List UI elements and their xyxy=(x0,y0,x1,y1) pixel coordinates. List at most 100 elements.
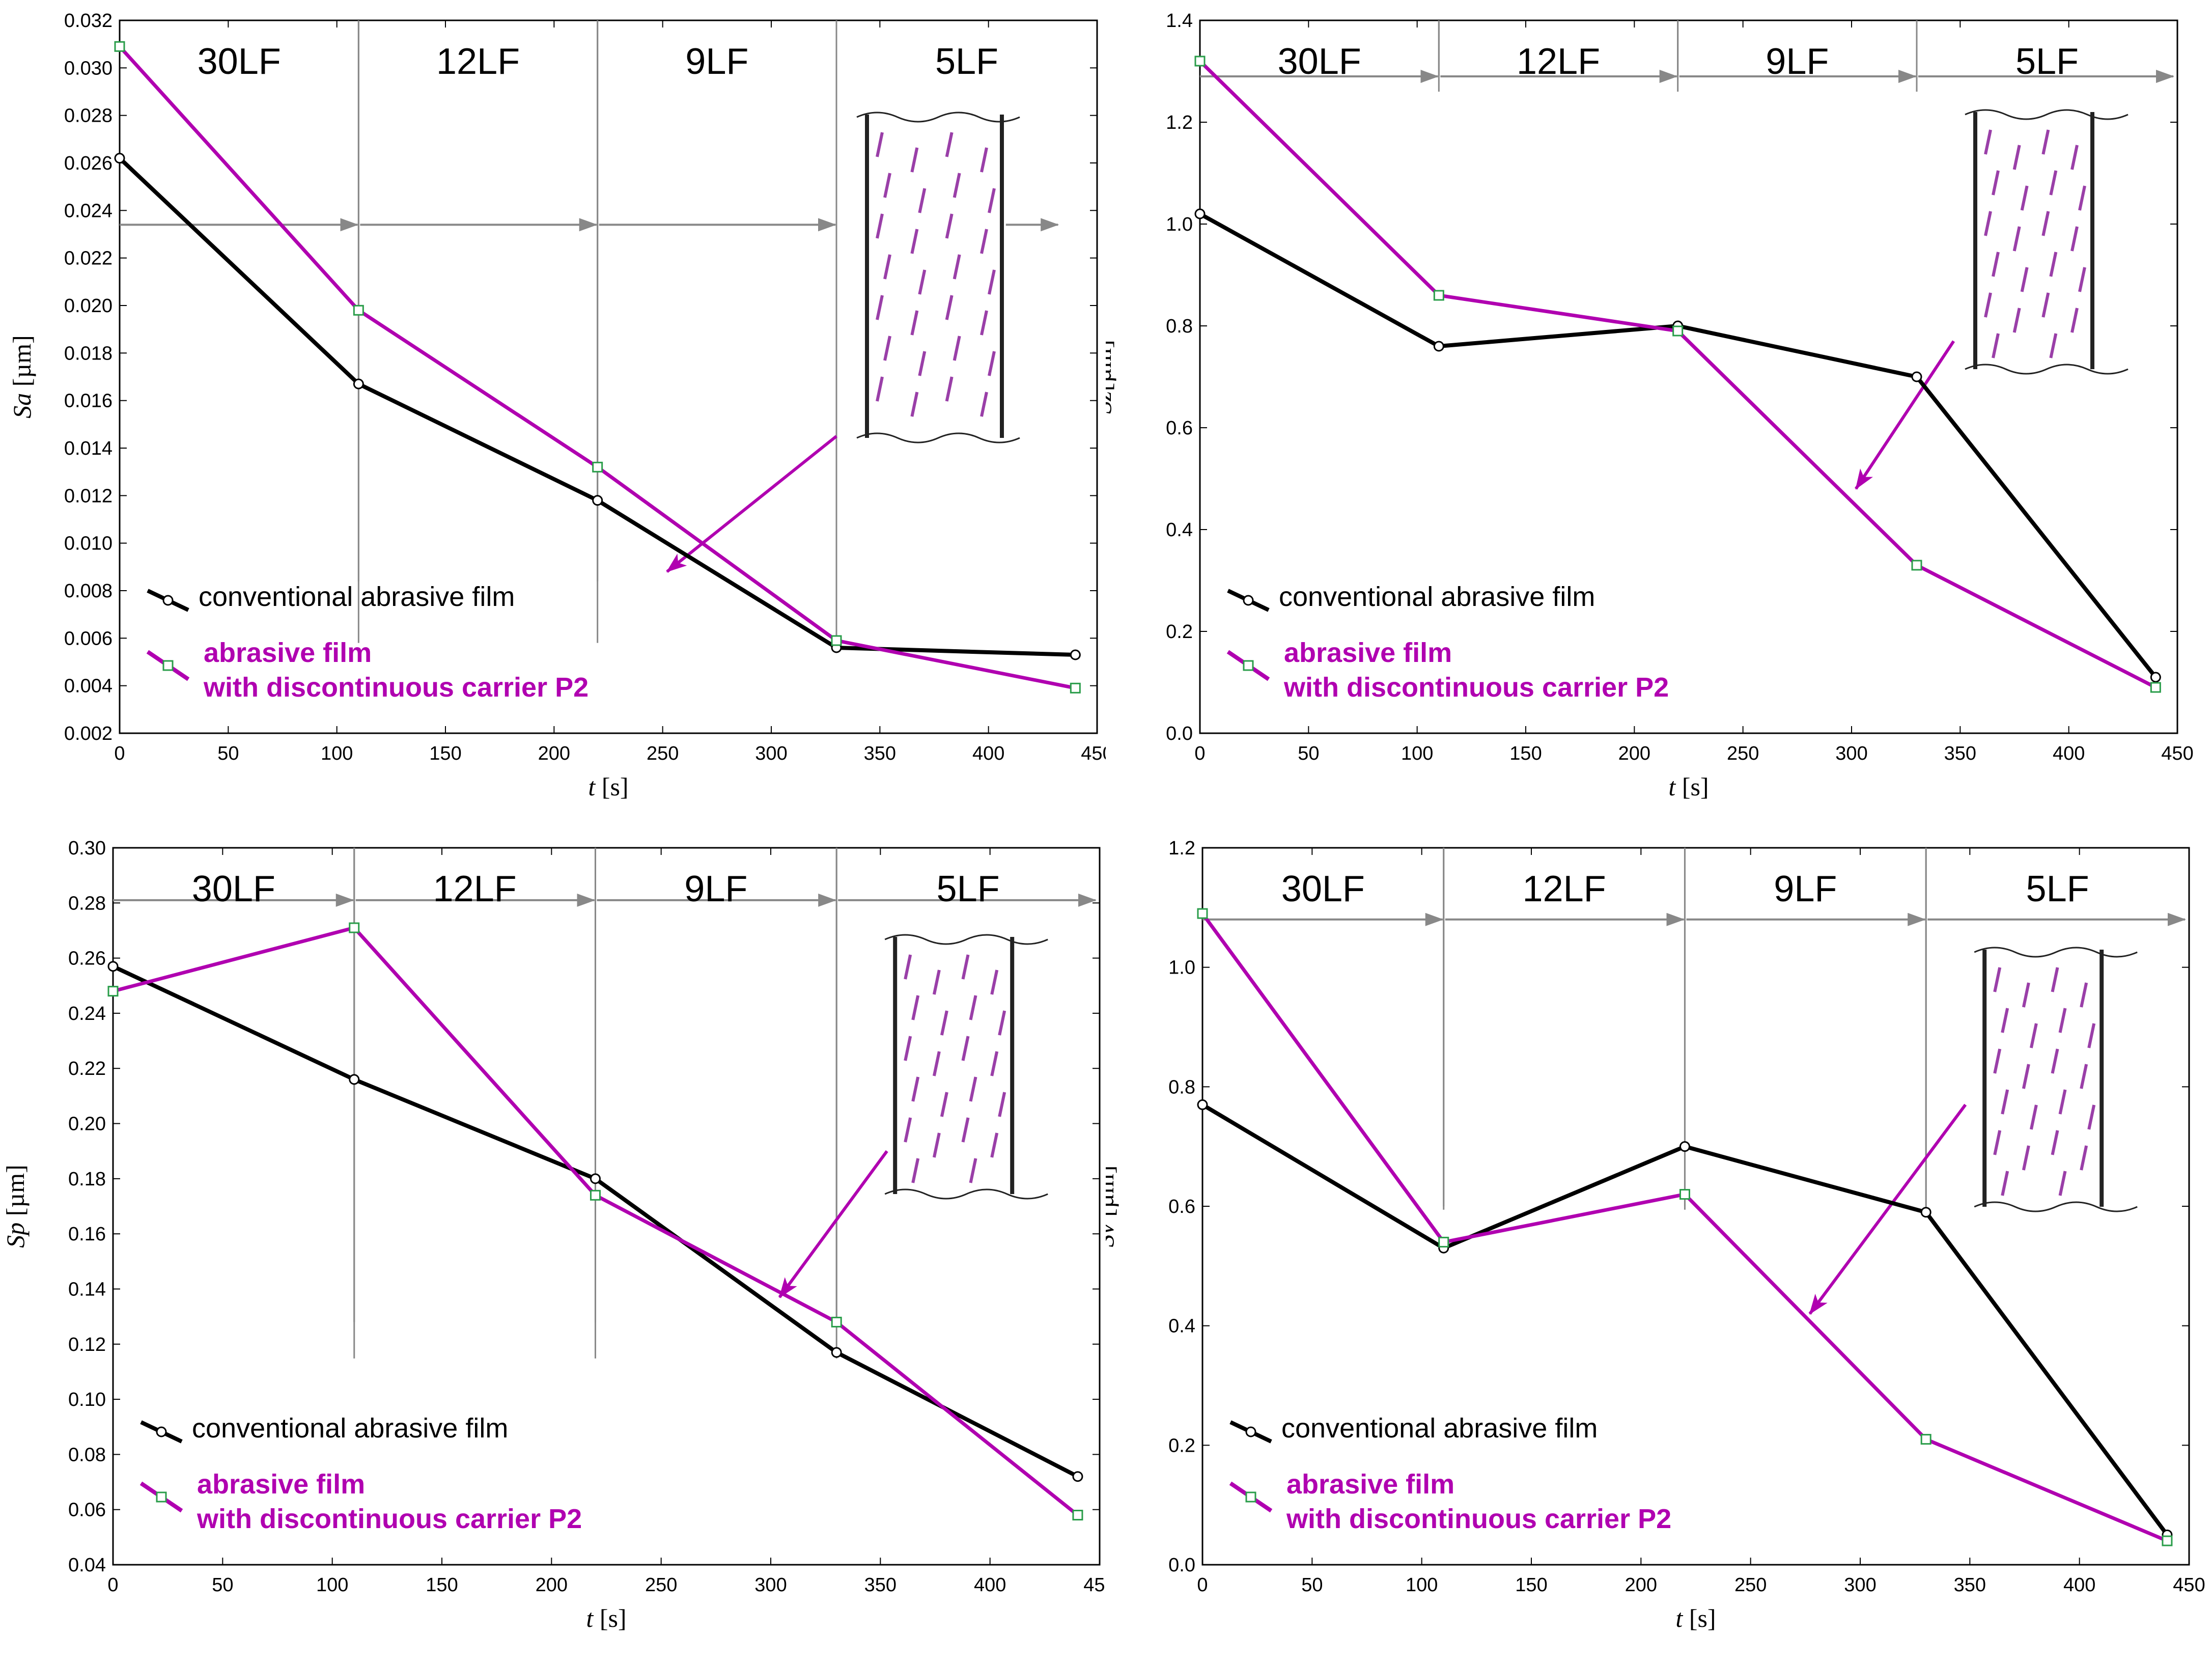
chart-svg-sz: 0 50 100 150 200 250 300 350 400 450 0.0 0.2 0.4 0.6 0… xyxy=(1088,10,2194,801)
film-abrasive-mark xyxy=(1993,967,2002,992)
pointer-arrow xyxy=(1855,340,1955,490)
stage-label-30lf: 30LF xyxy=(192,869,275,909)
x-tick-label: 450 xyxy=(1083,1574,1106,1596)
film-abrasive-mark xyxy=(998,1092,1006,1117)
legend-label-p2-line1: abrasive film xyxy=(1284,638,1452,668)
film-abrasive-mark xyxy=(2049,170,2058,196)
data-point-conventional xyxy=(831,1347,842,1358)
film-abrasive-mark xyxy=(2041,292,2050,318)
x-tick-label: 100 xyxy=(1406,1574,1438,1596)
film-abrasive-mark xyxy=(945,213,954,239)
film-abrasive-mark xyxy=(876,213,884,239)
film-abrasive-mark xyxy=(969,995,977,1020)
film-abrasive-mark xyxy=(953,254,961,280)
film-abrasive-mark xyxy=(940,1092,948,1117)
y-tick-label: 1.0 xyxy=(1166,214,1193,235)
data-point-conventional xyxy=(1194,208,1206,219)
film-abrasive-mark xyxy=(961,1117,970,1143)
film-abrasive-mark xyxy=(876,295,884,320)
pointer-arrow xyxy=(1808,1103,1967,1315)
film-abrasive-mark xyxy=(2058,1171,2067,1196)
film-abrasive-mark xyxy=(988,188,996,213)
y-tick-label: 0.014 xyxy=(64,438,113,459)
stage-label-5lf: 5LF xyxy=(935,41,998,82)
x-tick-label: 400 xyxy=(2053,743,2085,764)
x-axis-symbol: t xyxy=(586,1604,594,1632)
y-tick-label: 0.6 xyxy=(1168,1196,1195,1217)
film-abrasive-mark xyxy=(2070,226,2079,252)
data-point-conventional xyxy=(2150,672,2161,683)
data-point-conventional xyxy=(1072,1471,1083,1482)
film-abrasive-mark xyxy=(2001,1171,2009,1196)
film-abrasive-mark xyxy=(883,336,891,361)
film-abrasive-mark xyxy=(1992,252,2000,277)
y-tick-label: 0.032 xyxy=(64,10,113,32)
data-point-p2 xyxy=(1197,908,1208,919)
data-point-conventional xyxy=(114,153,125,164)
y-tick-label: 1.2 xyxy=(1168,838,1195,859)
y-tick-label: 0.004 xyxy=(64,676,113,697)
y-tick-label: 0.016 xyxy=(64,391,113,412)
film-abrasive-mark xyxy=(2041,211,2050,236)
film-abrasive-mark xyxy=(2022,982,2030,1008)
x-axis-unit: [s] xyxy=(593,1604,626,1632)
y-axis-title: Sz[µm] xyxy=(1106,340,1116,413)
x-tick-label: 250 xyxy=(1734,1574,1767,1596)
x-tick-label: 0 xyxy=(1194,743,1205,764)
y-tick-label: 0.30 xyxy=(68,838,106,859)
y-tick-label: 0.022 xyxy=(64,248,113,269)
y-tick-label: 1.2 xyxy=(1166,112,1193,133)
x-axis-unit: [s] xyxy=(595,772,628,801)
film-abrasive-mark xyxy=(940,1010,948,1036)
y-axis-unit: [µm] xyxy=(8,335,36,393)
film-abrasive-mark xyxy=(2070,308,2079,333)
y-tick-label: 0.006 xyxy=(64,628,113,649)
y-tick-label: 0.4 xyxy=(1166,519,1193,541)
y-tick-label: 0.6 xyxy=(1166,418,1193,439)
film-abrasive-mark xyxy=(2078,267,2086,292)
film-abrasive-mark xyxy=(876,376,884,402)
film-abrasive-mark xyxy=(883,254,891,280)
legend-marker-conventional xyxy=(1245,1426,1256,1437)
y-tick-label: 0.028 xyxy=(64,105,113,127)
film-abrasive-mark xyxy=(910,310,919,336)
film-abrasive-mark xyxy=(2051,1048,2059,1074)
legend-label-p2-line2: with discontinuous carrier P2 xyxy=(1283,672,1669,703)
film-top-edge xyxy=(1974,947,2138,958)
film-abrasive-mark xyxy=(2080,982,2088,1008)
film-strip-illustration xyxy=(1965,109,2129,375)
legend-marker-conventional xyxy=(156,1426,167,1437)
y-tick-label: 0.018 xyxy=(64,343,113,364)
y-tick-label: 0.22 xyxy=(68,1058,106,1079)
x-axis-title: t [s] xyxy=(1668,772,1709,801)
x-axis-title: t [s] xyxy=(588,772,628,801)
data-point-p2 xyxy=(107,986,119,997)
film-abrasive-mark xyxy=(2087,1023,2096,1048)
film-bottom-edge xyxy=(884,1188,1048,1200)
film-abrasive-mark xyxy=(1984,292,1992,318)
film-abrasive-mark xyxy=(910,392,919,417)
film-abrasive-mark xyxy=(932,1132,941,1158)
x-tick-label: 450 xyxy=(2161,743,2193,764)
y-tick-label: 0.10 xyxy=(68,1389,106,1410)
film-abrasive-mark xyxy=(2012,145,2021,170)
film-abrasive-mark xyxy=(2051,1130,2059,1155)
film-strip-illustration xyxy=(884,934,1048,1200)
x-tick-label: 300 xyxy=(755,743,787,764)
plot-area xyxy=(119,19,1098,734)
y-tick-label: 0.002 xyxy=(64,723,113,744)
data-point-p2 xyxy=(1672,325,1684,337)
data-point-p2 xyxy=(1920,1434,1931,1445)
legend-marker-p2 xyxy=(162,660,174,671)
data-point-p2 xyxy=(831,1316,842,1327)
x-tick-label: 50 xyxy=(217,743,239,764)
film-abrasive-mark xyxy=(969,1076,977,1102)
y-tick-label: 0.010 xyxy=(64,533,113,555)
chart-panel-sz: 0 50 100 150 200 250 300 350 400 450 0.0 0.2 0.4 0.6 0… xyxy=(1088,0,2212,825)
y-axis-unit: [µm] xyxy=(1,1165,30,1223)
y-tick-label: 0.16 xyxy=(68,1224,106,1245)
data-point-conventional xyxy=(1911,371,1922,382)
chart-panel-sa: 0 50 100 150 200 250 300 350 400 450 0.002 0.004 0.0… xyxy=(0,0,1113,825)
x-tick-label: 150 xyxy=(426,1574,458,1596)
film-abrasive-mark xyxy=(2058,1089,2067,1115)
